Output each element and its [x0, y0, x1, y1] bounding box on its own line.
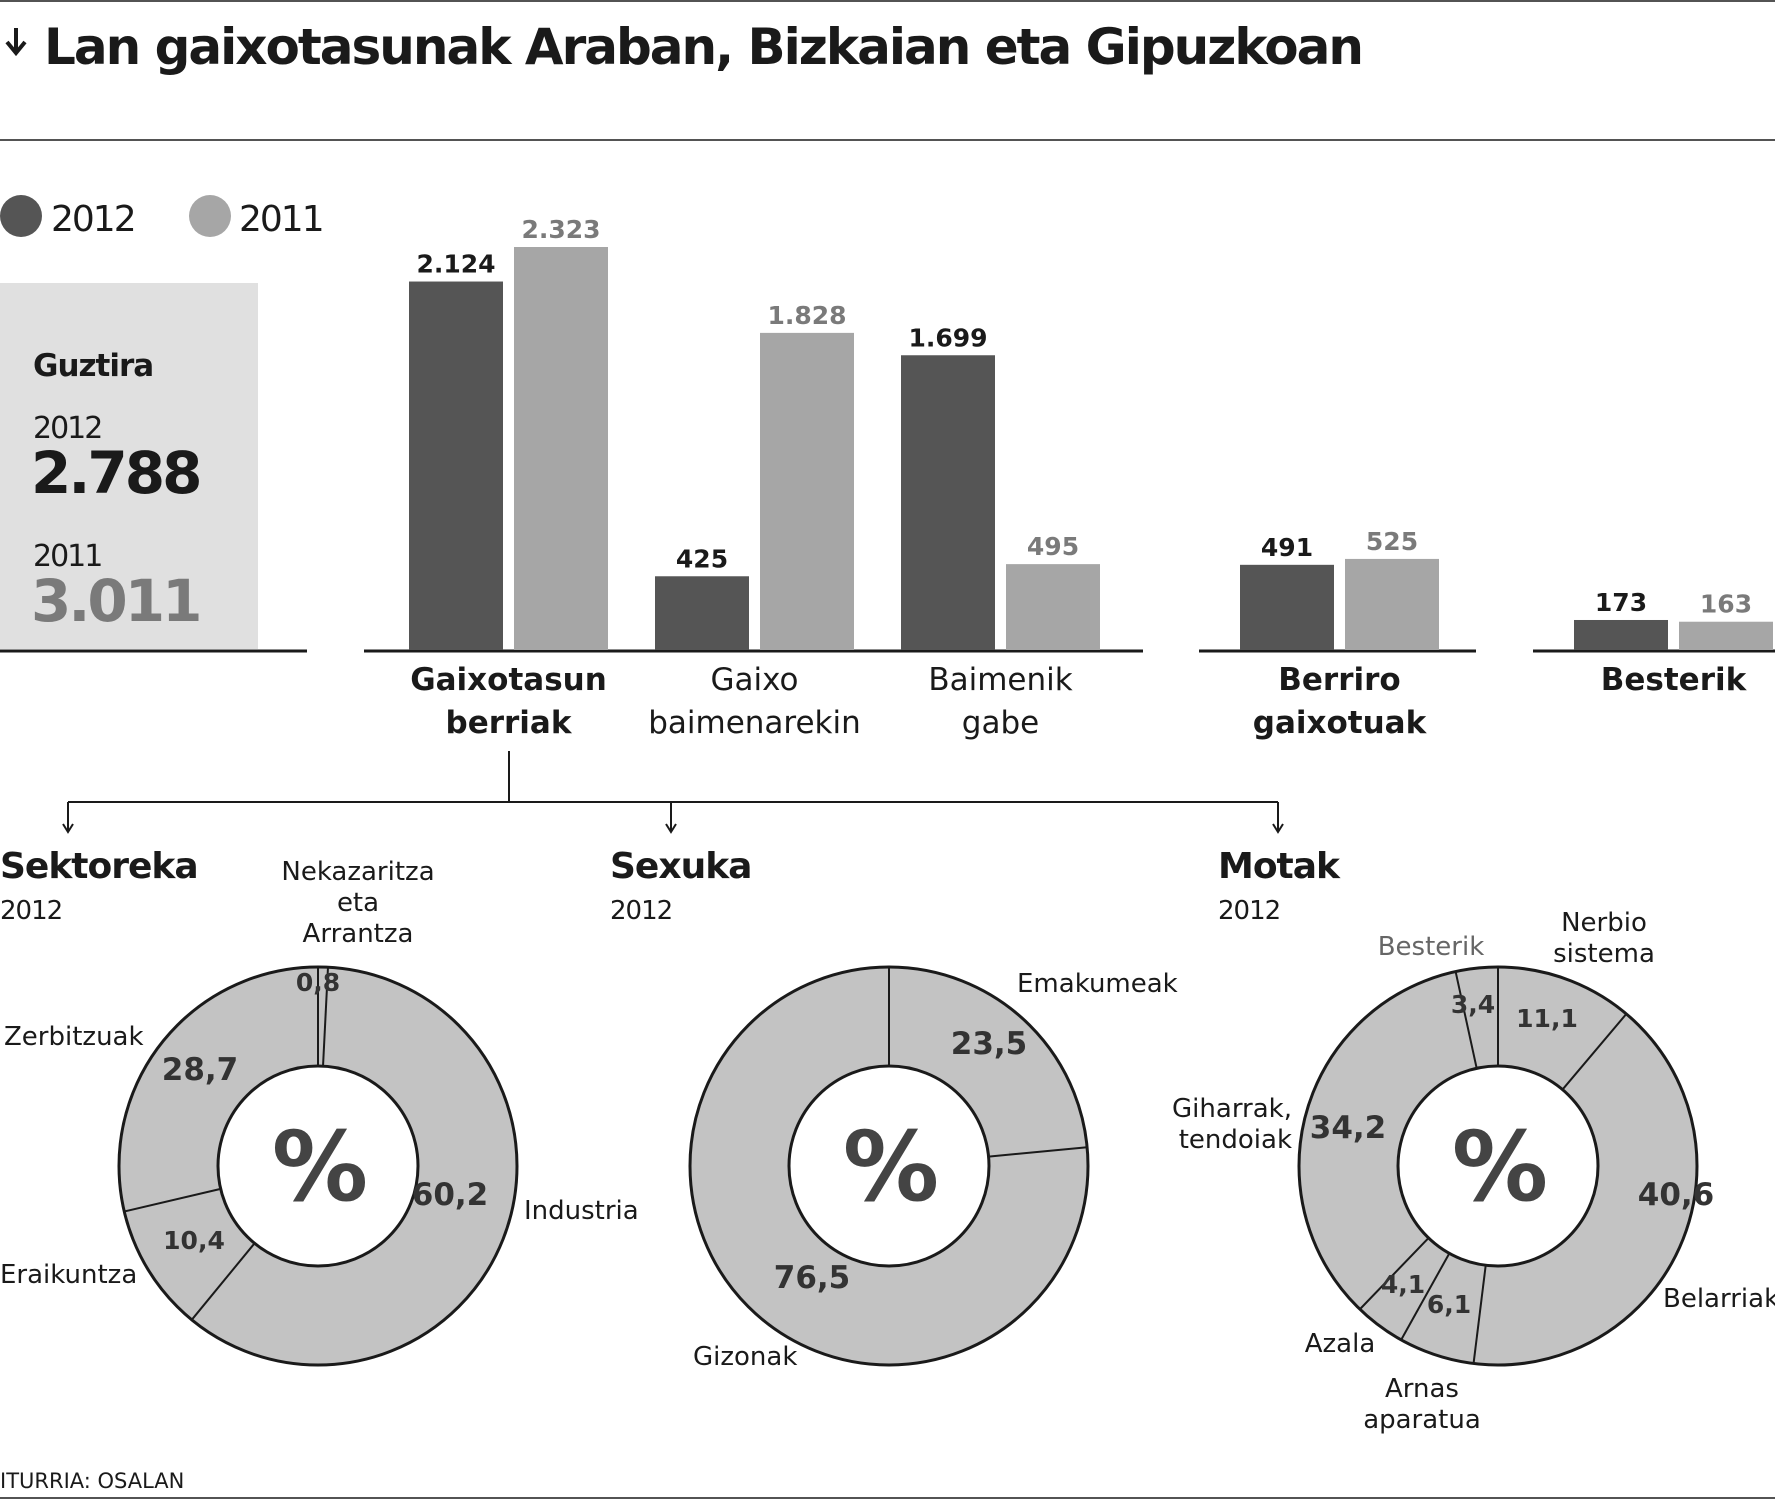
bar-gaixo-baimenarekin-2011: [760, 332, 854, 650]
slice-value-motak-azala: 4,1: [1381, 1270, 1425, 1299]
bar-berriro-gaixotuak-2012: [1240, 564, 1334, 650]
slice-value-motak-giharrak-tendoiak: 34,2: [1310, 1110, 1387, 1146]
total-year-2012: 2012: [33, 411, 101, 446]
bar-value-label-gaixo-baimenarekin-2012: 425: [676, 544, 728, 573]
category-label-berriro-gaixotuak-line-2: gaixotuak: [1253, 705, 1428, 741]
bar-value-label-besterik-2012: 173: [1595, 588, 1647, 617]
slice-divider-sektoreka-zerbitzuak: [124, 1187, 221, 1213]
total-heading: Guztira: [33, 348, 153, 384]
slice-label-line: Nekazaritza: [281, 857, 434, 887]
slice-divider-motak-belarriak: [1561, 1013, 1628, 1091]
slice-value-sexuka-emakumeak: 23,5: [951, 1026, 1028, 1062]
donut-subtitle-sexuka: 2012: [610, 896, 672, 926]
legend-swatch-2012: [0, 195, 42, 237]
slice-label-motak-belarriak: Belarriak: [1663, 1284, 1775, 1314]
slice-divider-sexuka-gizonak: [988, 1146, 1088, 1158]
slice-label-line: Arnas: [1385, 1374, 1459, 1404]
donut-title-sexuka: Sexuka: [610, 846, 751, 887]
slice-value-motak-besterik: 3,4: [1451, 990, 1495, 1019]
bar-gaixo-baimenarekin-2012: [655, 576, 749, 650]
slice-value-sektoreka-industria: 60,2: [412, 1177, 489, 1213]
donut-title-sektoreka: Sektoreka: [0, 846, 198, 887]
slice-label-line: eta: [337, 888, 379, 918]
slice-label-sexuka-emakumeak: Emakumeak: [1017, 969, 1178, 999]
category-label-gaixotasun-berriak-line-1: Gaixotasun: [410, 662, 607, 698]
slice-label-motak-azala: Azala: [1305, 1329, 1376, 1359]
bar-value-label-baimenik-gabe-2011: 495: [1027, 532, 1079, 561]
bar-value-label-besterik-2011: 163: [1700, 590, 1752, 619]
slice-value-motak-belarriak: 40,6: [1638, 1177, 1715, 1213]
bar-value-label-baimenik-gabe-2012: 1.699: [908, 323, 987, 352]
bar-besterik-2012: [1574, 619, 1668, 650]
slice-value-sektoreka-eraikuntza: 10,4: [163, 1226, 225, 1255]
bar-berriro-gaixotuak-2011: [1345, 558, 1439, 650]
bar-baimenik-gabe-2011: [1006, 564, 1100, 650]
slice-label-line: Nerbio: [1561, 908, 1647, 938]
bar-baimenik-gabe-2012: [901, 355, 995, 650]
total-value-2011: 3.011: [31, 567, 199, 635]
slice-value-sektoreka-zerbitzuak: 28,7: [162, 1052, 239, 1088]
bar-value-label-gaixo-baimenarekin-2011: 1.828: [767, 301, 846, 330]
legend-label-2011: 2011: [239, 199, 323, 240]
donut-subtitle-sektoreka: 2012: [0, 896, 62, 926]
slice-value-sexuka-gizonak: 76,5: [774, 1260, 851, 1296]
slice-label-line: sistema: [1553, 939, 1655, 969]
source-note: ITURRIA: OSALAN: [0, 1469, 184, 1493]
bar-besterik-2011: [1679, 621, 1773, 650]
donut-subtitle-motak: 2012: [1218, 896, 1280, 926]
slice-label-line: tendoiak: [1179, 1125, 1292, 1155]
slice-label-sexuka-gizonak: Gizonak: [693, 1342, 797, 1372]
slice-value-motak-arnas-aparatua: 6,1: [1427, 1290, 1471, 1319]
slice-value-sektoreka-nekazaritza-eta-arrantza: 0,8: [296, 968, 340, 997]
slice-label-sektoreka-zerbitzuak: Zerbitzuak: [4, 1022, 144, 1052]
category-label-besterik-line-1: Besterik: [1601, 662, 1748, 698]
slice-label-motak-nerbio-sistema: Nerbio sistema: [1553, 908, 1655, 969]
percent-sign-motak: %: [1452, 1111, 1546, 1223]
down-arrow-icon: [5, 28, 27, 57]
slice-divider-sektoreka-industria: [322, 967, 329, 1067]
slice-label-line: Giharrak,: [1172, 1094, 1292, 1124]
total-year-2011: 2011: [33, 539, 101, 574]
slice-divider-motak-arnas-aparatua: [1472, 1265, 1487, 1364]
bar-gaixotasun-berriak-2011: [514, 247, 608, 650]
slice-divider-sektoreka-eraikuntza: [190, 1242, 256, 1321]
legend-label-2012: 2012: [51, 199, 135, 240]
category-label-baimenik-gabe-line-1: Baimenik: [928, 662, 1072, 698]
slice-label-sektoreka-nekazaritza-eta-arrantza: Nekazaritza eta Arrantza: [281, 857, 434, 949]
donut-charts: Sektoreka 2012 0,8 Nekazaritza eta Arrantza 60…: [0, 846, 1775, 1435]
donut-title-motak: Motak: [1218, 846, 1341, 887]
total-value-2012: 2.788: [31, 439, 199, 507]
slice-label-motak-giharrak-tendoiak: Giharrak, tendoiak: [1172, 1094, 1292, 1155]
slice-divider-motak-giharrak-tendoiak: [1359, 1237, 1430, 1310]
slice-label-motak-besterik: Besterik: [1378, 932, 1485, 962]
slice-label-sektoreka-industria: Industria: [524, 1196, 639, 1226]
bar-gaixotasun-berriak-2012: [409, 281, 503, 650]
slice-label-motak-arnas-aparatua: Arnas aparatua: [1363, 1374, 1481, 1435]
bar-value-label-gaixotasun-berriak-2012: 2.124: [416, 250, 495, 279]
slice-divider-motak-azala: [1400, 1252, 1451, 1341]
slice-label-sektoreka-eraikuntza: Eraikuntza: [0, 1260, 137, 1290]
slice-divider-motak-besterik: [1454, 971, 1478, 1069]
total-panel: [0, 283, 258, 649]
category-label-berriro-gaixotuak-line-1: Berriro: [1278, 662, 1400, 698]
category-label-gaixo-baimenarekin-line-2: baimenarekin: [648, 705, 861, 741]
bar-chart: 2.124 2.323 Gaixotasun berriak 425 1.828 Gaixo…: [409, 215, 1773, 741]
category-label-gaixo-baimenarekin-line-1: Gaixo: [711, 662, 799, 698]
bar-value-label-berriro-gaixotuak-2012: 491: [1261, 533, 1313, 562]
legend-swatch-2011: [189, 195, 231, 237]
percent-sign-sexuka: %: [843, 1111, 937, 1223]
percent-sign-sektoreka: %: [272, 1111, 366, 1223]
slice-value-motak-nerbio-sistema: 11,1: [1516, 1004, 1578, 1033]
bar-value-label-berriro-gaixotuak-2011: 525: [1366, 527, 1418, 556]
category-label-gaixotasun-berriak-line-2: berriak: [446, 705, 573, 741]
slice-label-line: Arrantza: [303, 919, 414, 949]
bar-value-label-gaixotasun-berriak-2011: 2.323: [521, 215, 600, 244]
page-title: Lan gaixotasunak Araban, Bizkaian eta Gi…: [44, 18, 1362, 76]
slice-label-line: aparatua: [1363, 1405, 1481, 1435]
category-label-baimenik-gabe-line-2: gabe: [962, 705, 1039, 741]
breakdown-connector: [62, 751, 1284, 834]
